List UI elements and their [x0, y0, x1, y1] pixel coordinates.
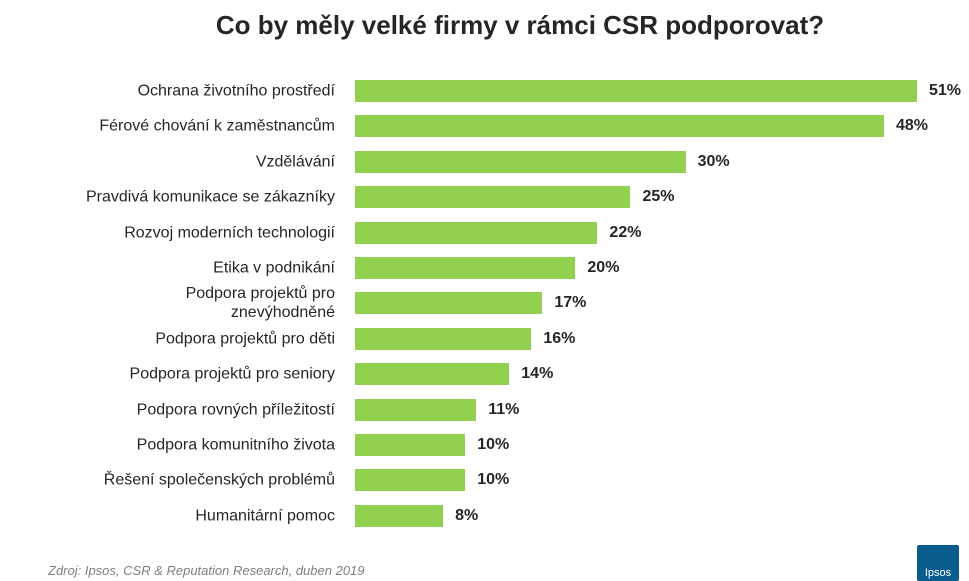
logo: Ipsos [917, 545, 959, 581]
category-label: Vzdělávání [255, 153, 335, 171]
value-label: 20% [587, 259, 620, 276]
category-label: Podpora komunitního života [136, 436, 335, 454]
value-label: 14% [521, 365, 554, 383]
value-label: 22% [609, 223, 642, 241]
bar [355, 363, 510, 386]
category-label: Řešení společenských problémů [103, 471, 335, 489]
bar [355, 434, 466, 456]
category-label: Podpora projektů pro znevýhodněné [185, 285, 335, 322]
bar [355, 221, 598, 244]
value-label: 11% [488, 400, 520, 418]
bar [355, 80, 917, 102]
bar [355, 327, 532, 350]
category-label: Pravdivá komunikace se zákazníky [86, 188, 335, 206]
source-note: Zdroj: Ipsos, CSR & Reputation Research,… [48, 563, 365, 578]
value-label: 51% [929, 82, 962, 99]
category-label: Etika v podnikání [213, 259, 335, 277]
value-label: 10% [477, 471, 510, 489]
category-label: Férové chování k zaměstnancům [99, 117, 335, 135]
category-label: Podpora projektů pro seniory [129, 365, 335, 383]
chart-title: Co by měly velké firmy v rámci CSR podpo… [215, 10, 825, 40]
value-label: 10% [477, 436, 510, 453]
value-label: 48% [895, 117, 928, 135]
value-label: 16% [543, 329, 576, 347]
bar [355, 186, 631, 209]
bar [355, 504, 444, 527]
value-label: 25% [642, 188, 675, 206]
category-label: Rozvoj moderních technologií [124, 224, 335, 242]
bar [355, 150, 686, 173]
category-label: Humanitární pomoc [195, 507, 335, 525]
bar [355, 469, 466, 492]
value-label: 17% [554, 294, 587, 312]
category-label: Podpora rovných příležitostí [136, 401, 335, 419]
bar [355, 115, 884, 138]
category-label: Ochrana životního prostředí [137, 82, 335, 100]
value-label: 8% [455, 506, 479, 524]
bar [355, 257, 576, 279]
bar [355, 398, 477, 421]
bar [355, 292, 543, 315]
value-label: 30% [697, 152, 730, 170]
category-label: Podpora projektů pro děti [155, 330, 335, 348]
